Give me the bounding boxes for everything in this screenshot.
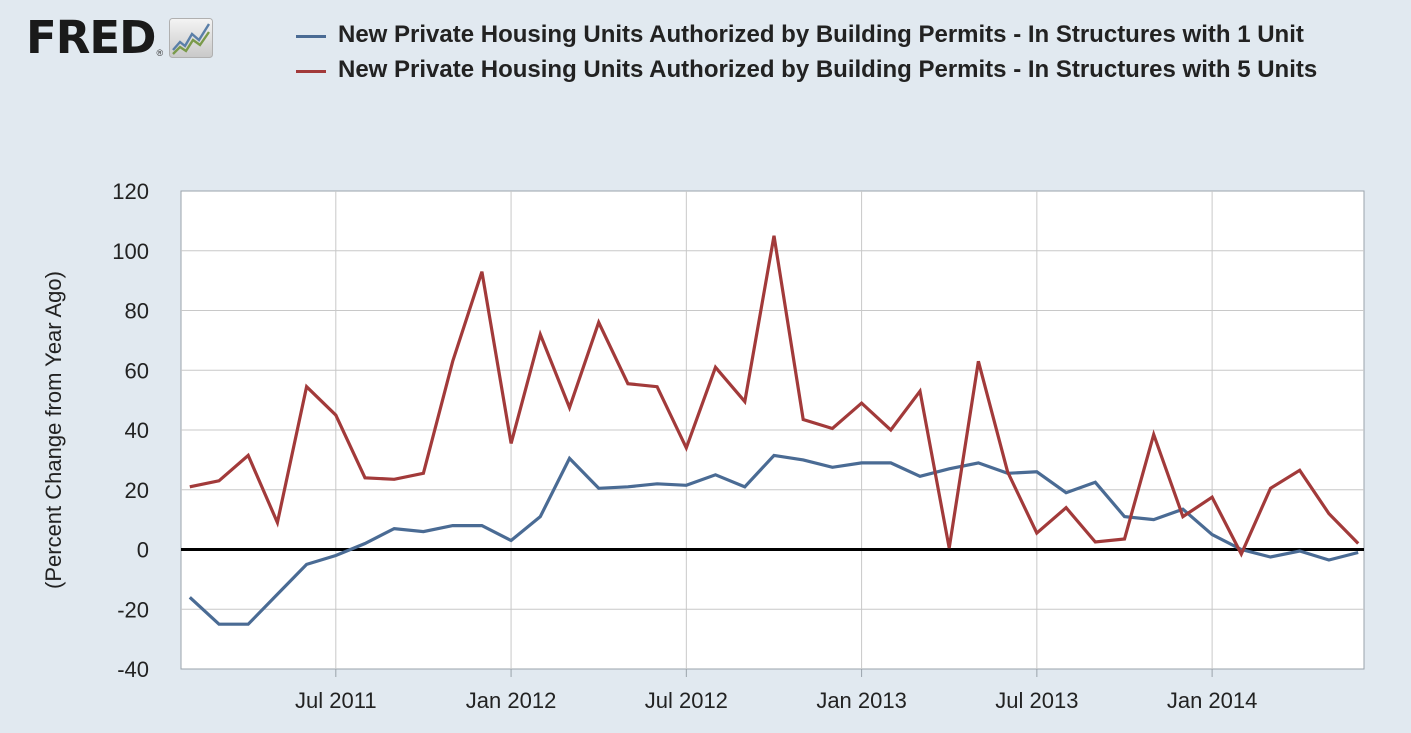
y-tick-label: -20 <box>117 597 149 622</box>
chart-legend: New Private Housing Units Authorized by … <box>296 18 1396 88</box>
series-line-5-units <box>189 235 1360 558</box>
y-tick-label: 120 <box>112 179 149 204</box>
y-tick-label: 0 <box>137 538 149 563</box>
x-tick-label: Jan 2014 <box>1167 688 1258 713</box>
x-tick-label: Jan 2012 <box>466 688 557 713</box>
y-tick-label: -40 <box>117 657 149 682</box>
y-axis-label: (Percent Change from Year Ago) <box>41 271 66 589</box>
x-tick-label: Jul 2013 <box>995 688 1078 713</box>
y-tick-label: 100 <box>112 239 149 264</box>
y-tick-label: 60 <box>125 358 149 383</box>
legend-item-5-units[interactable]: New Private Housing Units Authorized by … <box>296 53 1396 86</box>
trend-line-chart-icon <box>169 18 214 63</box>
y-tick-label: 40 <box>125 418 149 443</box>
legend-swatch-red <box>296 70 326 73</box>
x-tick-label: Jul 2011 <box>295 688 377 713</box>
logo-text: FRED <box>26 11 156 64</box>
legend-item-1-unit[interactable]: New Private Housing Units Authorized by … <box>296 18 1396 51</box>
legend-label: New Private Housing Units Authorized by … <box>338 56 1318 83</box>
fred-logo: FRED ® <box>26 11 214 64</box>
y-tick-label: 20 <box>125 478 149 503</box>
registered-mark: ® <box>156 48 164 58</box>
x-tick-label: Jul 2012 <box>645 688 728 713</box>
y-tick-label: 80 <box>125 299 149 324</box>
x-tick-label: Jan 2013 <box>816 688 907 713</box>
legend-label: New Private Housing Units Authorized by … <box>338 21 1304 48</box>
legend-swatch-blue <box>296 35 326 38</box>
series-line-1-unit <box>188 453 1359 626</box>
